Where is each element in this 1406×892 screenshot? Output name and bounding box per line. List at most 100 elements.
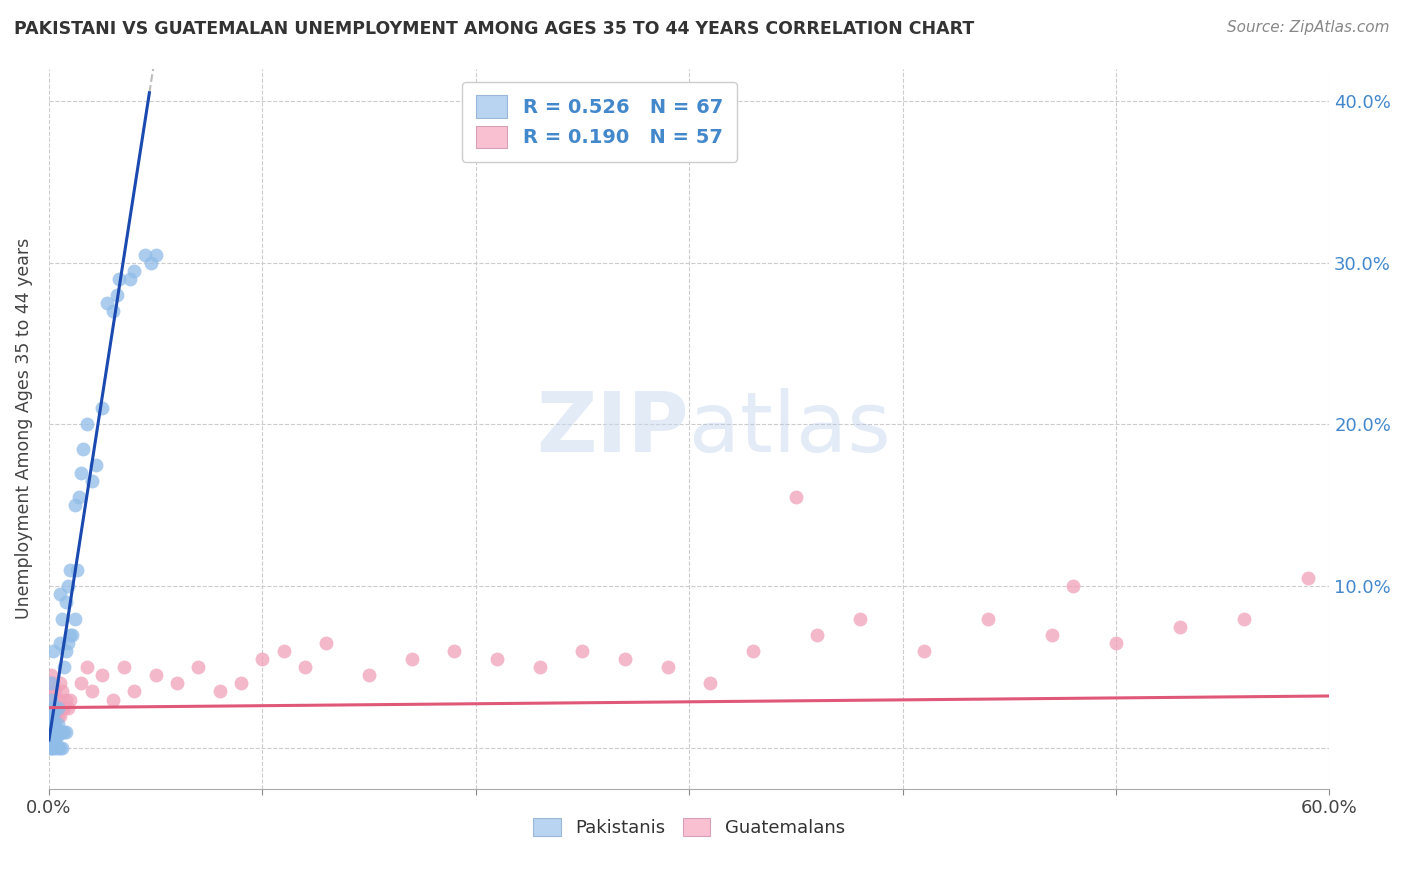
Point: [42, 716, 65, 731]
Point: [699, 676, 721, 690]
Point: [44, 741, 66, 756]
Point: [42, 700, 65, 714]
Point: [91, 668, 114, 682]
Point: [42, 692, 65, 706]
Point: [401, 652, 423, 666]
Point: [80, 474, 103, 488]
Point: [44, 716, 66, 731]
Point: [145, 668, 167, 682]
Point: [120, 272, 142, 286]
Point: [42, 741, 65, 756]
Point: [55, 725, 77, 739]
Point: [105, 288, 128, 302]
Point: [912, 644, 935, 658]
Point: [42, 708, 65, 723]
Point: [39, 741, 62, 756]
Point: [486, 652, 509, 666]
Point: [273, 644, 295, 658]
Point: [101, 692, 124, 706]
Point: [141, 255, 163, 269]
Point: [42, 725, 65, 739]
Point: [80, 684, 103, 698]
Point: [42, 722, 65, 736]
Point: [52, 725, 75, 739]
Legend: Pakistanis, Guatemalans: Pakistanis, Guatemalans: [526, 811, 852, 845]
Point: [124, 684, 146, 698]
Point: [849, 612, 872, 626]
Point: [112, 660, 135, 674]
Point: [76, 417, 98, 432]
Point: [44, 700, 66, 714]
Point: [96, 296, 118, 310]
Point: [48, 725, 70, 739]
Point: [56, 579, 79, 593]
Point: [51, 741, 73, 756]
Point: [56, 700, 79, 714]
Point: [46, 708, 69, 723]
Point: [44, 733, 66, 747]
Point: [977, 612, 1000, 626]
Point: [39, 684, 62, 698]
Y-axis label: Unemployment Among Ages 35 to 44 years: Unemployment Among Ages 35 to 44 years: [15, 238, 32, 619]
Point: [39, 668, 62, 682]
Point: [42, 730, 65, 744]
Point: [52, 660, 75, 674]
Point: [55, 644, 77, 658]
Point: [44, 722, 66, 736]
Point: [66, 563, 89, 577]
Point: [39, 700, 62, 714]
Point: [63, 499, 86, 513]
Point: [44, 708, 66, 723]
Point: [294, 660, 316, 674]
Point: [42, 676, 65, 690]
Point: [614, 652, 637, 666]
Point: [59, 692, 82, 706]
Point: [208, 684, 231, 698]
Point: [51, 725, 73, 739]
Point: [51, 684, 73, 698]
Point: [48, 587, 70, 601]
Point: [315, 636, 337, 650]
Point: [252, 652, 274, 666]
Point: [42, 733, 65, 747]
Point: [91, 401, 114, 416]
Point: [42, 700, 65, 714]
Point: [39, 733, 62, 747]
Point: [39, 692, 62, 706]
Point: [59, 563, 82, 577]
Point: [39, 714, 62, 728]
Point: [84, 458, 107, 472]
Point: [48, 708, 70, 723]
Point: [529, 660, 551, 674]
Point: [39, 741, 62, 756]
Point: [48, 676, 70, 690]
Point: [48, 636, 70, 650]
Point: [51, 612, 73, 626]
Point: [51, 700, 73, 714]
Point: [55, 595, 77, 609]
Point: [39, 676, 62, 690]
Point: [108, 272, 131, 286]
Point: [1168, 620, 1191, 634]
Point: [1040, 628, 1063, 642]
Point: [1105, 636, 1128, 650]
Point: [52, 700, 75, 714]
Text: PAKISTANI VS GUATEMALAN UNEMPLOYMENT AMONG AGES 35 TO 44 YEARS CORRELATION CHART: PAKISTANI VS GUATEMALAN UNEMPLOYMENT AMO…: [14, 20, 974, 37]
Point: [166, 676, 188, 690]
Point: [67, 491, 90, 505]
Point: [187, 660, 209, 674]
Point: [1062, 579, 1084, 593]
Point: [46, 700, 69, 714]
Point: [70, 676, 93, 690]
Point: [63, 612, 86, 626]
Point: [44, 728, 66, 742]
Point: [1233, 612, 1256, 626]
Point: [55, 692, 77, 706]
Point: [39, 708, 62, 723]
Point: [42, 644, 65, 658]
Text: atlas: atlas: [689, 388, 891, 469]
Point: [59, 628, 82, 642]
Point: [357, 668, 380, 682]
Point: [48, 741, 70, 756]
Point: [124, 264, 146, 278]
